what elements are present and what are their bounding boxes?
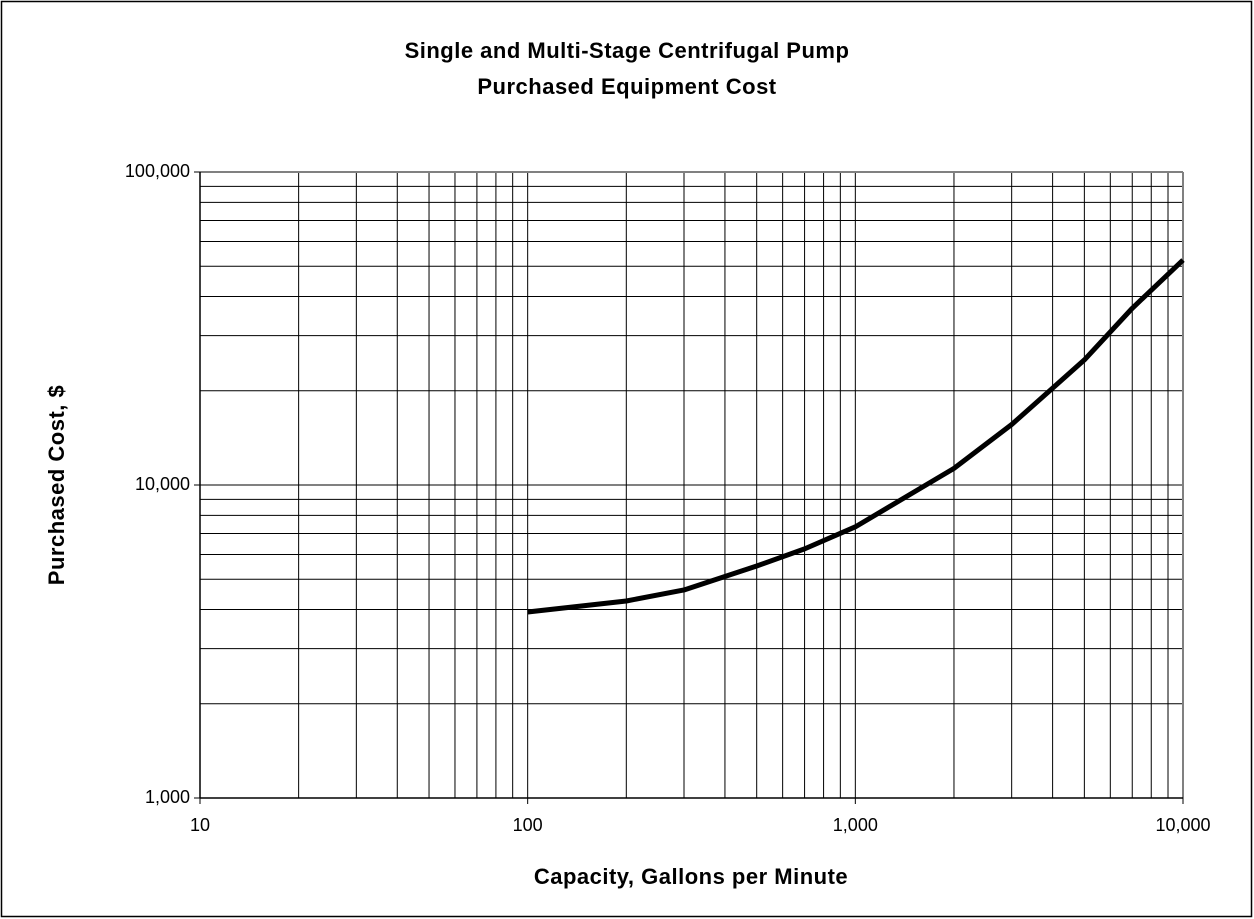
y-axis-label: Purchased Cost, $ <box>44 385 69 585</box>
y-tick-label: 10,000 <box>135 474 190 494</box>
chart-title: Purchased Equipment Cost <box>477 74 776 99</box>
x-tick-label: 1,000 <box>833 815 878 835</box>
chart-title: Single and Multi-Stage Centrifugal Pump <box>405 38 850 63</box>
y-tick-label: 1,000 <box>145 787 190 807</box>
line-series <box>527 258 1185 615</box>
y-tick-label: 100,000 <box>125 161 190 181</box>
x-tick-label: 100 <box>513 815 543 835</box>
x-tick-label: 10,000 <box>1155 815 1210 835</box>
x-axis-label: Capacity, Gallons per Minute <box>534 864 848 889</box>
x-tick-label: 10 <box>190 815 210 835</box>
